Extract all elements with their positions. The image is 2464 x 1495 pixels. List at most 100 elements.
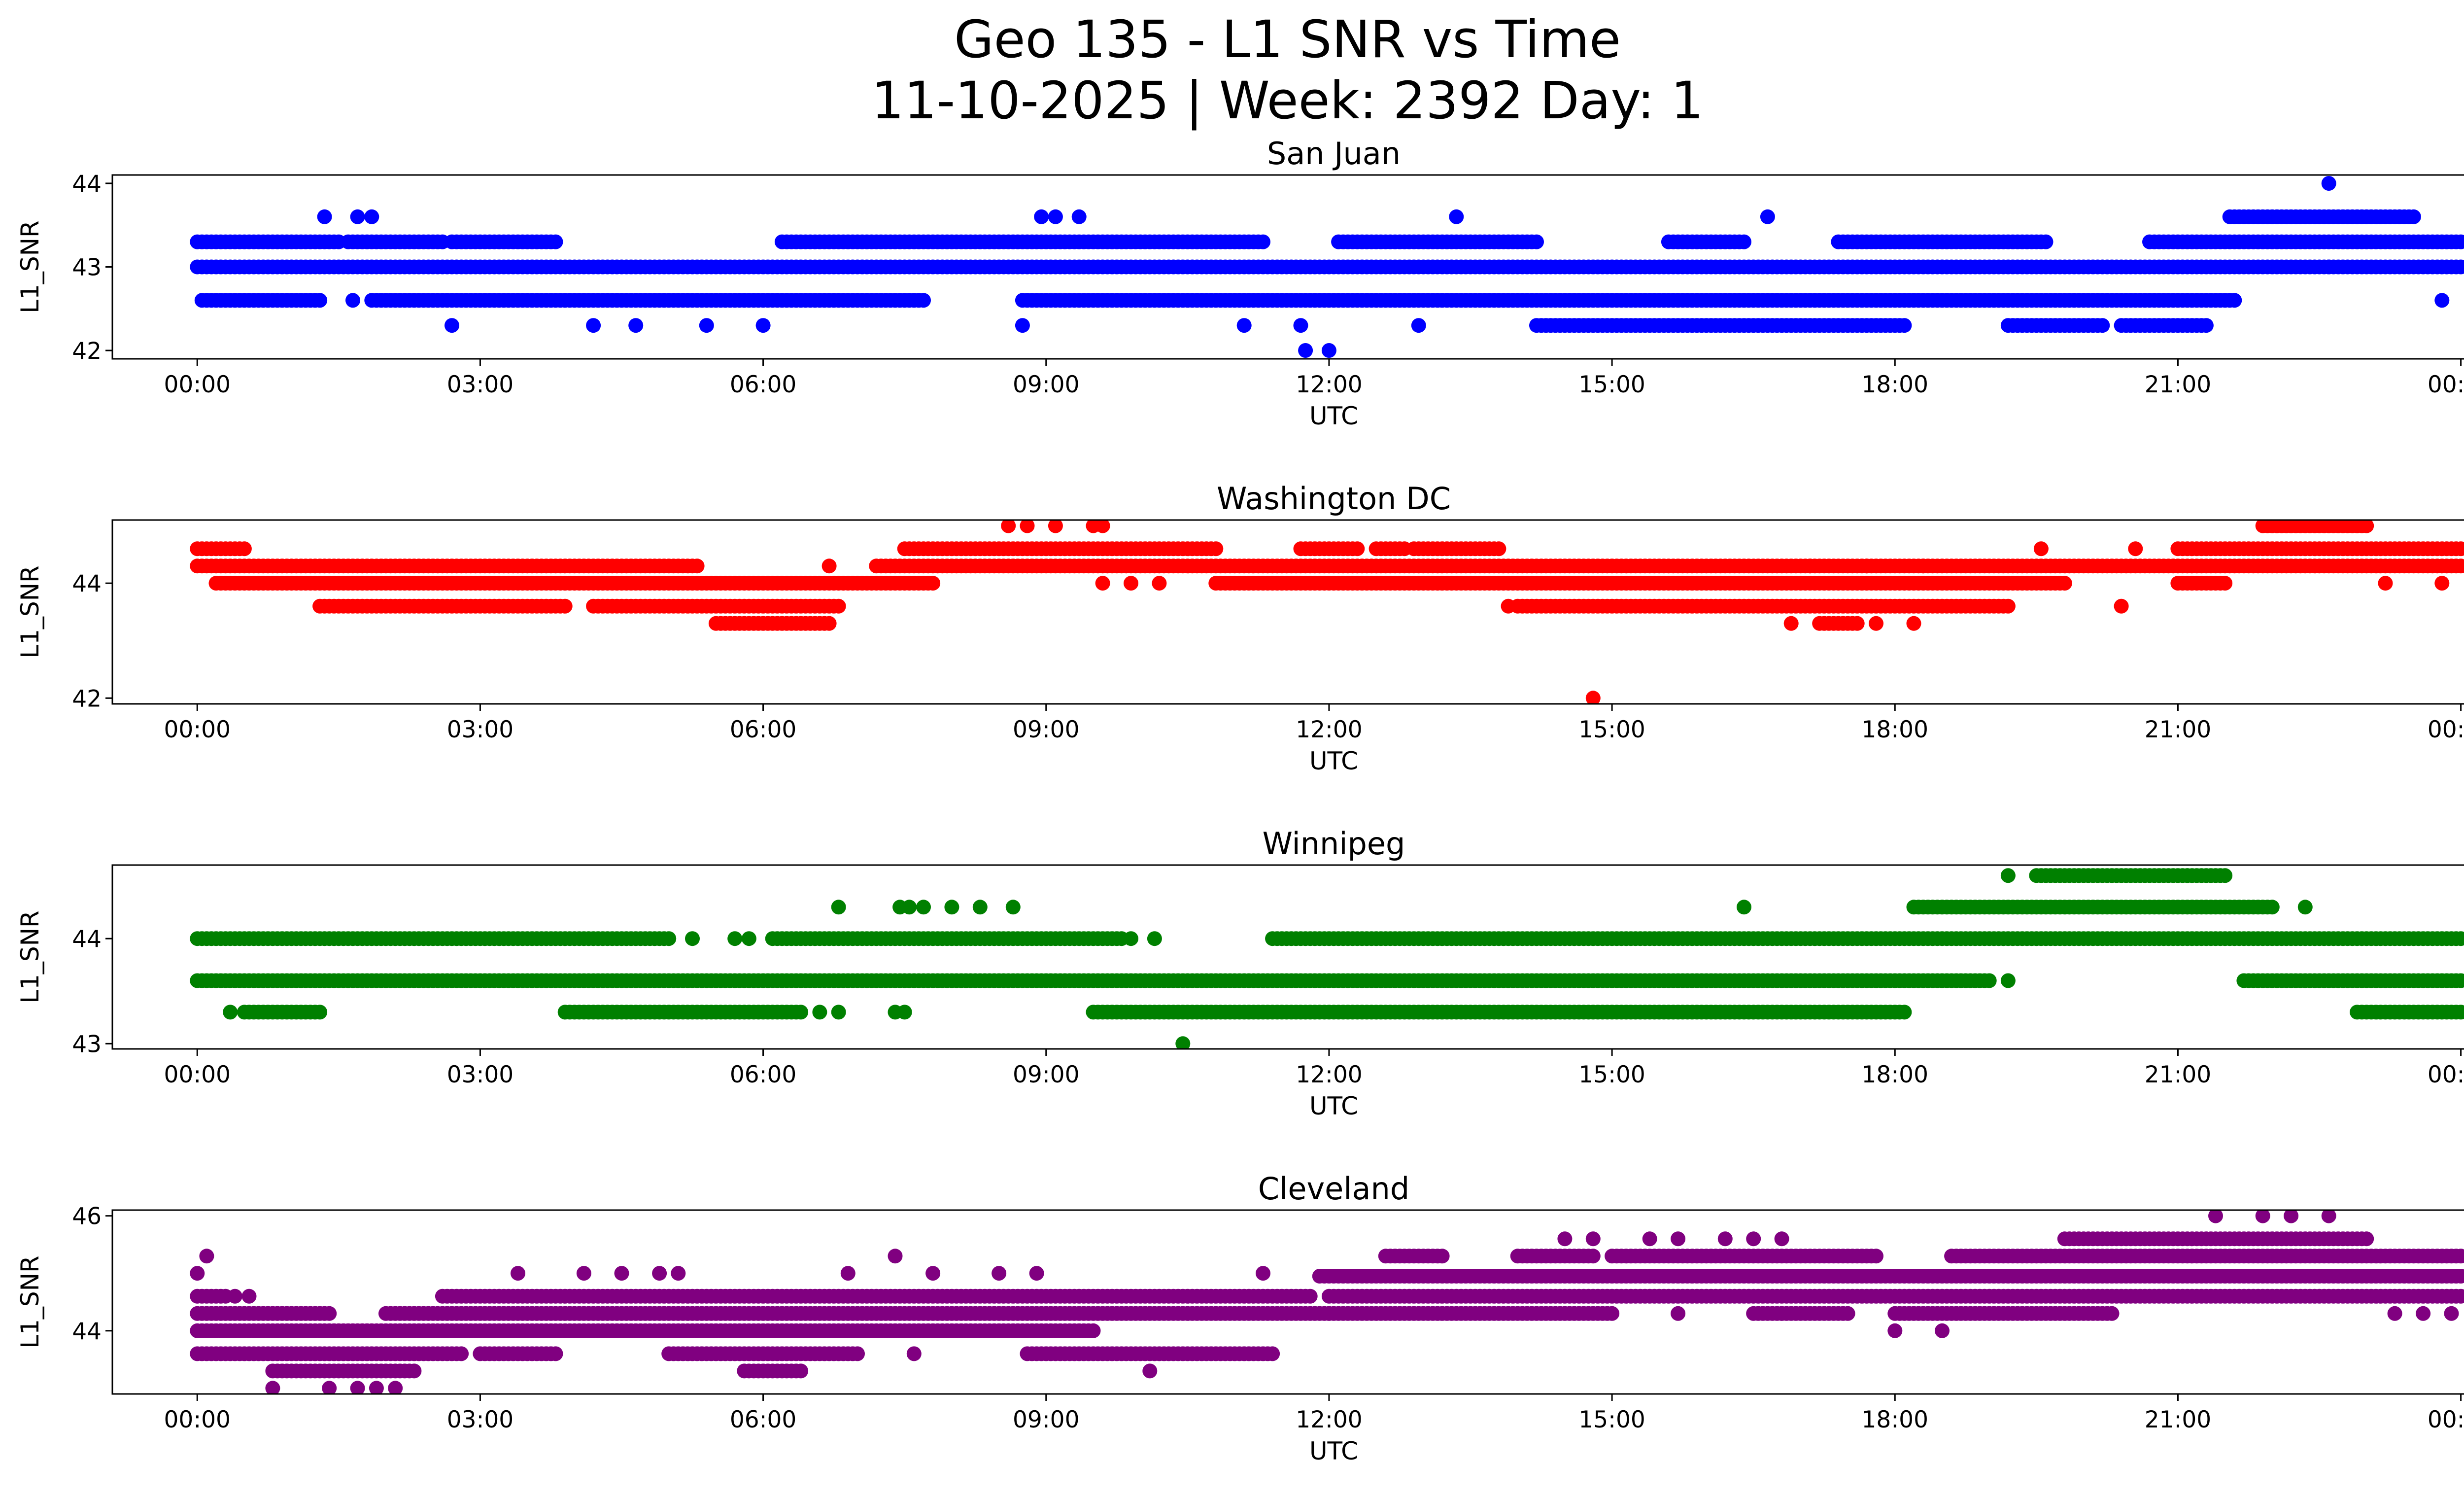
data-point xyxy=(1293,318,1308,333)
data-point xyxy=(2297,900,2313,915)
x-tick-label: 09:00 xyxy=(1013,1061,1079,1088)
data-point xyxy=(364,209,379,224)
data-point xyxy=(2114,598,2129,614)
data-point xyxy=(312,293,328,308)
data-point xyxy=(2000,973,2016,988)
data-point xyxy=(831,1005,846,1020)
data-point xyxy=(1095,576,1110,591)
data-point xyxy=(741,931,756,946)
x-tick-label: 03:00 xyxy=(447,371,513,398)
subplot-title: Winnipeg xyxy=(1263,826,1405,862)
x-tick-label: 00:00 xyxy=(164,371,231,398)
data-point xyxy=(821,558,837,574)
y-tick-label: 42 xyxy=(72,685,102,712)
data-point xyxy=(237,541,252,556)
data-point xyxy=(1783,616,1799,631)
data-point xyxy=(916,293,931,308)
data-point xyxy=(1897,318,1912,333)
data-point xyxy=(2453,1005,2464,1020)
data-point xyxy=(2434,576,2450,591)
data-point xyxy=(1350,541,1365,556)
data-point xyxy=(628,318,644,333)
y-tick-label: 44 xyxy=(72,926,102,953)
x-axis-label: UTC xyxy=(1309,747,1358,775)
data-point xyxy=(2453,541,2464,556)
data-point xyxy=(312,1005,328,1020)
y-tick-label: 42 xyxy=(72,338,102,365)
x-tick-label: 00:00 xyxy=(2428,371,2464,398)
data-point xyxy=(1411,318,1426,333)
data-series xyxy=(190,176,2464,358)
data-point xyxy=(1001,520,1016,533)
data-point xyxy=(1124,931,1138,946)
data-point xyxy=(1916,558,1931,574)
data-point xyxy=(1152,576,1167,591)
data-point xyxy=(944,900,959,915)
data-point xyxy=(2218,868,2233,883)
subplot-title: San Juan xyxy=(1267,136,1401,172)
data-point xyxy=(2128,541,2143,556)
data-point xyxy=(1095,520,1110,533)
data-point xyxy=(2180,868,2195,883)
figure-title: Geo 135 - L1 SNR vs Time 11-10-2025 | We… xyxy=(0,9,2464,131)
data-point xyxy=(548,234,563,249)
x-tick-label: 06:00 xyxy=(730,1061,796,1088)
x-tick-label: 00:00 xyxy=(2428,716,2464,743)
x-tick-label: 03:00 xyxy=(447,1061,513,1088)
x-tick-label: 12:00 xyxy=(1296,371,1362,398)
x-tick-label: 03:00 xyxy=(447,716,513,743)
data-point xyxy=(1005,900,1021,915)
data-point xyxy=(1449,209,1464,224)
data-point xyxy=(1501,598,1516,614)
data-point xyxy=(1124,576,1138,591)
data-point xyxy=(2218,576,2233,591)
data-point xyxy=(2000,868,2016,883)
data-point xyxy=(2359,520,2374,533)
data-point xyxy=(317,209,332,224)
x-tick-label: 21:00 xyxy=(2145,1061,2211,1088)
data-point xyxy=(755,318,771,333)
data-point xyxy=(916,900,931,915)
data-point xyxy=(345,293,360,308)
data-point xyxy=(1302,1288,1318,1304)
data-point xyxy=(1015,318,1030,333)
data-point xyxy=(2453,558,2464,574)
data-point xyxy=(2198,318,2214,333)
data-point xyxy=(557,598,573,614)
data-point xyxy=(2453,234,2464,249)
x-tick-label: 15:00 xyxy=(1578,716,1645,743)
data-point xyxy=(1760,209,1775,224)
data-point xyxy=(727,931,743,946)
x-tick-label: 12:00 xyxy=(1296,1061,1362,1088)
data-point xyxy=(2000,598,2016,614)
data-point xyxy=(350,209,365,224)
data-series xyxy=(190,520,2464,704)
data-point xyxy=(685,931,700,946)
data-point xyxy=(586,318,601,333)
data-point xyxy=(1869,616,1883,631)
data-series xyxy=(190,868,2464,1049)
axes-frame xyxy=(111,519,2464,705)
figure-title-line1: Geo 135 - L1 SNR vs Time xyxy=(954,9,1621,70)
x-tick-label: 18:00 xyxy=(1862,371,1928,398)
data-point xyxy=(2321,259,2336,275)
data-point xyxy=(223,1005,238,1020)
data-point xyxy=(831,598,846,614)
data-point xyxy=(972,900,988,915)
data-point xyxy=(925,576,941,591)
data-point xyxy=(1737,900,1751,915)
data-point xyxy=(1034,209,1049,224)
data-point xyxy=(322,1306,337,1321)
data-point xyxy=(2321,176,2336,191)
y-tick-label: 43 xyxy=(72,254,102,281)
data-point xyxy=(1897,1005,1912,1020)
data-point xyxy=(1859,558,1874,574)
x-tick-label: 15:00 xyxy=(1578,371,1645,398)
data-point xyxy=(1048,520,1063,533)
data-point xyxy=(1020,520,1035,533)
y-axis-label: L1_SNR xyxy=(16,220,44,313)
figure-title-line2: 11-10-2025 | Week: 2392 Day: 1 xyxy=(871,70,1704,131)
data-point xyxy=(1529,234,1544,249)
